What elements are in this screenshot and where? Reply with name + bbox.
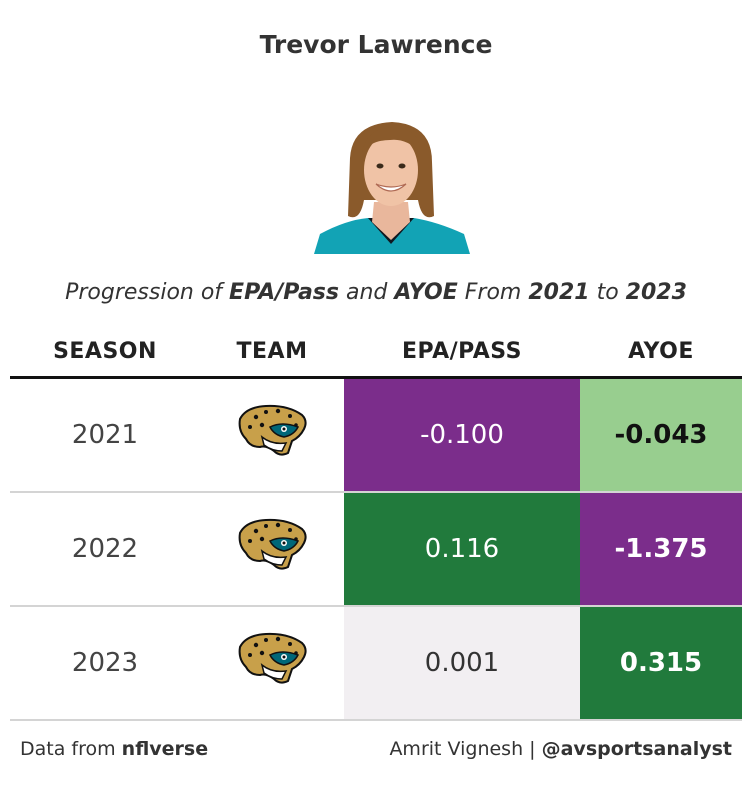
team-cell: [200, 377, 344, 493]
author-credit: Amrit Vignesh | @avsportsanalyst: [389, 738, 732, 760]
table-row: 2023 0.001 0.315: [10, 606, 742, 721]
season-cell: 2022: [10, 492, 200, 607]
player-headshot: [314, 122, 470, 254]
column-header: SEASON: [10, 326, 200, 379]
column-header: TEAM: [200, 326, 344, 379]
table-row: 2021 -0.100 -0.043: [10, 377, 742, 493]
column-header: AYOE: [580, 326, 742, 379]
season-cell: 2021: [10, 377, 200, 493]
epa-cell: 0.001: [344, 606, 580, 721]
table-row: 2022 0.116 -1.375: [10, 492, 742, 607]
season-cell: 2023: [10, 606, 200, 721]
jaguars-logo-icon: [236, 515, 308, 573]
ayoe-cell: 0.315: [580, 606, 742, 721]
chart-title: Trevor Lawrence: [259, 30, 493, 59]
data-source-credit: Data from nflverse: [20, 738, 209, 760]
table-header-row: SEASON TEAM EPA/PASS AYOE: [10, 326, 742, 379]
jaguars-logo-icon: [236, 629, 308, 687]
epa-cell: 0.116: [344, 492, 580, 607]
ayoe-cell: -0.043: [580, 377, 742, 493]
team-cell: [200, 606, 344, 721]
epa-cell: -0.100: [344, 377, 580, 493]
chart-subtitle: Progression of EPA/Pass and AYOE From 20…: [65, 280, 687, 305]
team-cell: [200, 492, 344, 607]
jaguars-logo-icon: [236, 401, 308, 459]
ayoe-cell: -1.375: [580, 492, 742, 607]
stats-table: SEASON TEAM EPA/PASS AYOE 2021 -0.100 -0…: [10, 326, 742, 721]
column-header: EPA/PASS: [344, 326, 580, 379]
